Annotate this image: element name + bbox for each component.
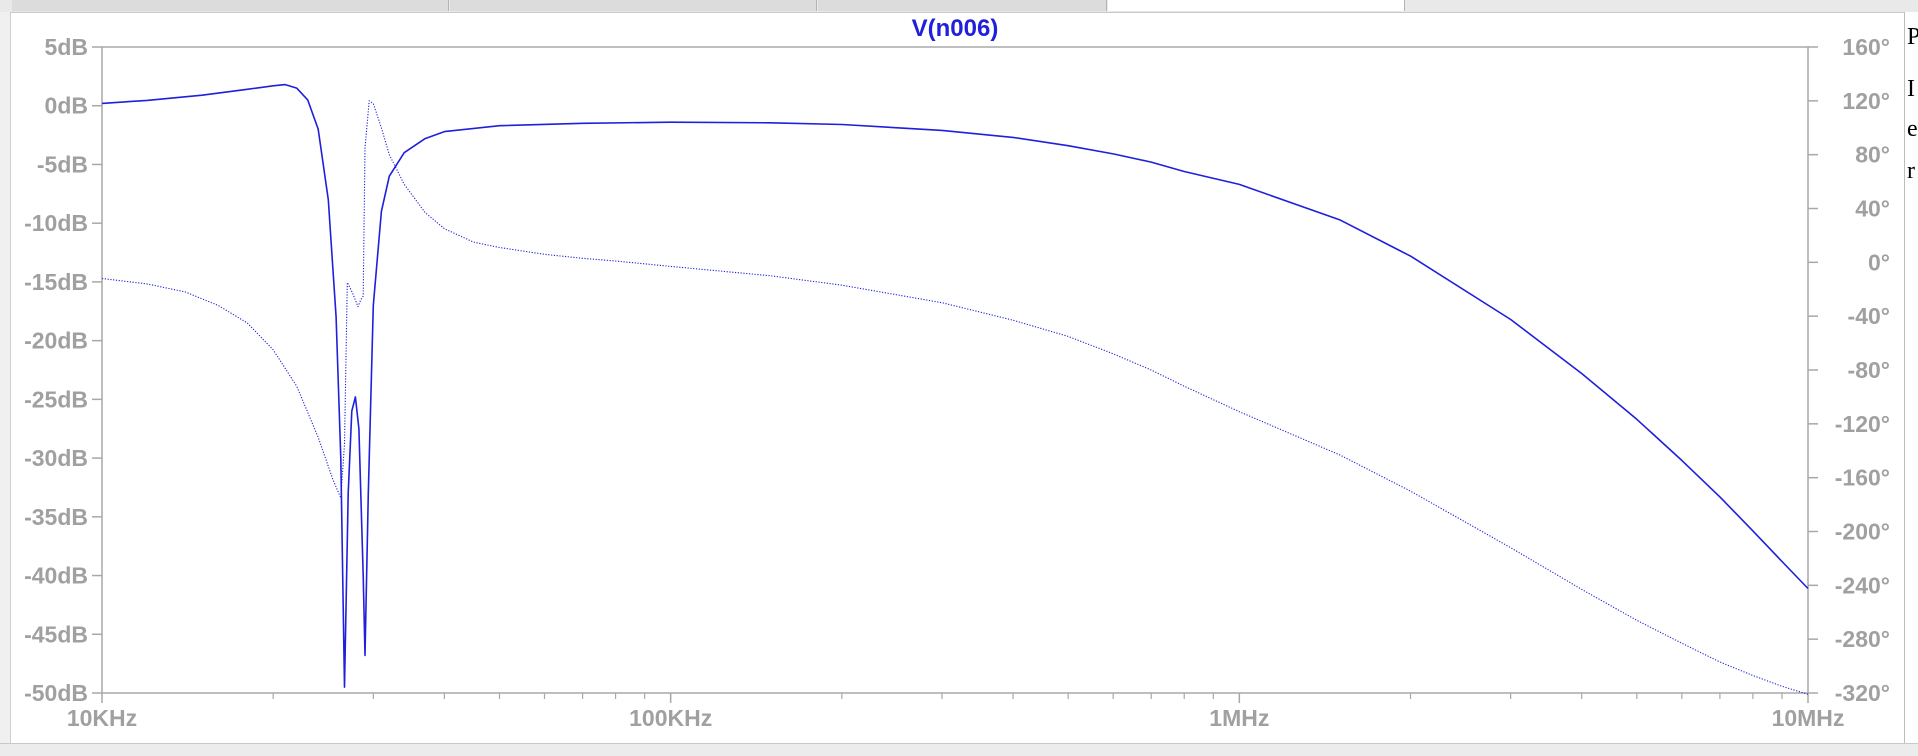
window-tab-4[interactable] (1108, 0, 1405, 11)
window-tab-1[interactable] (12, 0, 449, 11)
side-text-1: P (1907, 24, 1918, 50)
phase-series-line (101, 100, 1809, 695)
x-minor-ticks (272, 693, 1783, 699)
y-right-tick-label: 160° (1842, 34, 1890, 60)
window-tab-2[interactable] (450, 0, 817, 11)
y-left-tick-label: -30dB (24, 445, 88, 471)
y-left-tick-label: -20dB (24, 328, 88, 354)
y-right-tick-label: -80° (1848, 357, 1890, 383)
y-right-tick-label: -200° (1835, 519, 1890, 545)
y-right-tick-label: -320° (1835, 680, 1890, 706)
x-tick-label: 10MHz (1772, 705, 1845, 731)
y-axis-left: 5dB 0dB -5dB -10dB -15dB -20dB -25dB -30dB -35dB… (24, 34, 102, 706)
window-tab-bar (0, 0, 1918, 13)
y-left-tick-label: -10dB (24, 210, 88, 236)
side-text-4: r (1907, 158, 1915, 184)
y-axis-right: 160° 120° 80° 40° 0° -40° -80° -120° -160° -200° -… (1808, 34, 1890, 706)
y-right-tick-label: -240° (1835, 572, 1890, 598)
chart-title: V(n006) (912, 15, 999, 42)
magnitude-series-line (101, 83, 1809, 688)
y-left-tick-label: -5dB (37, 151, 88, 177)
y-right-tick-label: 0° (1868, 249, 1890, 275)
y-left-tick-label: -40dB (24, 563, 88, 589)
y-left-tick-label: -35dB (24, 504, 88, 530)
y-right-tick-label: 80° (1855, 142, 1890, 168)
y-right-tick-label: -280° (1835, 626, 1890, 652)
right-side-panel: P I e r (1904, 12, 1918, 743)
y-left-tick-label: -45dB (24, 621, 88, 647)
x-tick-label: 100KHz (629, 705, 712, 731)
y-left-tick-label: -25dB (24, 386, 88, 412)
y-left-tick-label: -15dB (24, 269, 88, 295)
y-right-tick-label: -40° (1848, 303, 1890, 329)
side-text-2: I (1907, 76, 1915, 102)
side-text-3: e (1907, 116, 1918, 142)
series-group (101, 83, 1809, 695)
x-tick-label: 10KHz (67, 705, 137, 731)
x-tick-label: 1MHz (1209, 705, 1269, 731)
y-left-tick-label: 5dB (45, 34, 88, 60)
left-window-edge (0, 12, 11, 743)
bottom-status-bar (0, 743, 1918, 756)
y-left-tick-label: 0dB (45, 93, 88, 119)
y-right-tick-label: -120° (1835, 411, 1890, 437)
plot-frame (101, 46, 1809, 694)
y-right-tick-label: -160° (1835, 465, 1890, 491)
x-axis: 10KHz 100KHz 1MHz 10MHz (67, 693, 1845, 731)
window-tab-3[interactable] (818, 0, 1107, 11)
y-left-tick-label: -50dB (24, 680, 88, 706)
y-right-tick-label: 40° (1855, 196, 1890, 222)
y-right-tick-label: 120° (1842, 88, 1890, 114)
